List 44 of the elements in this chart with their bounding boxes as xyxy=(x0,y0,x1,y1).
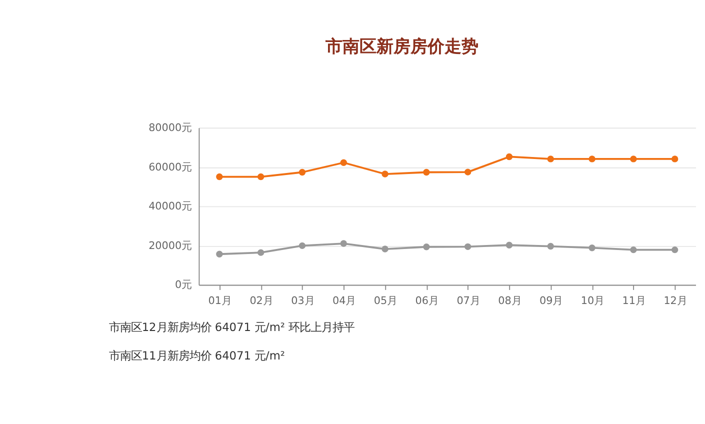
x-tick-label: 06月 xyxy=(415,295,439,308)
x-tick-label: 04月 xyxy=(332,295,356,308)
y-tick-label: 80000元 xyxy=(148,122,192,134)
point xyxy=(423,168,430,176)
point xyxy=(298,242,306,250)
point xyxy=(630,246,637,254)
point xyxy=(340,240,347,247)
point xyxy=(216,250,223,258)
point xyxy=(382,170,388,178)
x-tick-label: 12月 xyxy=(664,295,687,308)
x-tick-label: 03月 xyxy=(291,295,314,308)
point xyxy=(547,242,554,250)
point xyxy=(298,168,306,176)
text: 市南区11月新房均价 64071 元/m² xyxy=(108,348,285,363)
point xyxy=(506,242,513,248)
point xyxy=(216,173,223,180)
x-tick-label: 08月 xyxy=(498,295,522,308)
x-tick-label: 09月 xyxy=(539,295,563,308)
point xyxy=(630,156,637,162)
chart-title: 市南区新房房价走势 xyxy=(324,36,479,57)
y-tick-label: 40000元 xyxy=(148,200,192,213)
text: 市南区12月新房均价 64071 元/m² 环比上月持平 xyxy=(108,320,355,334)
point xyxy=(588,156,596,162)
point xyxy=(506,153,513,160)
point xyxy=(671,246,678,254)
point xyxy=(464,168,472,176)
x-tick-label: 10月 xyxy=(580,295,604,308)
x-tick-label: 11月 xyxy=(622,295,646,308)
point xyxy=(257,249,264,256)
x-tick-label: 02月 xyxy=(250,295,273,308)
y-tick-label: 0元 xyxy=(175,279,192,292)
point xyxy=(340,159,347,166)
point xyxy=(588,244,596,252)
point xyxy=(257,173,264,180)
x-tick-label: 07月 xyxy=(456,295,480,308)
x-tick-label: 01月 xyxy=(208,295,232,308)
y-tick-label: 60000元 xyxy=(148,161,192,174)
point xyxy=(547,156,554,162)
y-tick-label: 20000元 xyxy=(148,240,192,252)
point xyxy=(382,246,388,252)
point xyxy=(671,156,678,162)
point xyxy=(423,244,430,250)
x-tick-label: 05月 xyxy=(374,295,398,308)
point xyxy=(464,243,472,250)
